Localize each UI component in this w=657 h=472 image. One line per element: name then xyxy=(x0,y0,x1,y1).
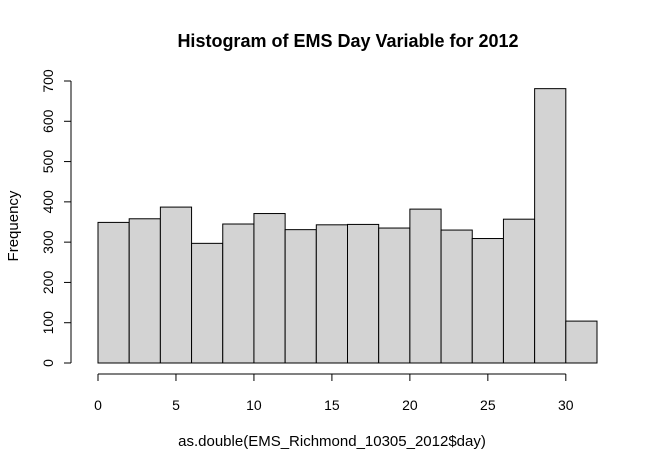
y-axis-ticks: 0 100 200 300 400 500 600 700 xyxy=(40,69,71,367)
x-axis-ticks: 0 5 10 15 20 25 30 xyxy=(94,374,574,413)
x-tick-label: 30 xyxy=(558,397,574,413)
histogram-bar xyxy=(440,229,473,364)
y-axis-label: Frequency xyxy=(5,190,22,261)
y-tick-label: 700 xyxy=(40,69,56,93)
y-tick-label: 300 xyxy=(40,230,56,254)
x-tick-label: 0 xyxy=(94,397,102,413)
histogram-bar xyxy=(378,227,411,364)
histogram-bar xyxy=(502,218,536,364)
histogram-bar xyxy=(409,208,442,364)
histogram-bar xyxy=(315,224,348,364)
y-tick-label: 0 xyxy=(40,359,56,367)
y-axis: 0 100 200 300 400 500 600 700 xyxy=(40,69,72,367)
y-tick-label: 600 xyxy=(40,109,56,133)
x-tick-label: 10 xyxy=(246,397,262,413)
histogram-bar xyxy=(97,221,130,364)
x-axis-label: as.double(EMS_Richmond_10305_2012$day) xyxy=(178,433,486,450)
histogram-bar xyxy=(222,223,255,364)
histogram-bar xyxy=(284,229,317,364)
x-tick-label: 5 xyxy=(172,397,180,413)
x-tick-label: 15 xyxy=(324,397,340,413)
histogram-bar xyxy=(159,206,193,364)
histogram-bars xyxy=(97,88,598,364)
y-tick-label: 500 xyxy=(40,150,56,174)
x-tick-label: 20 xyxy=(402,397,418,413)
y-tick-label: 200 xyxy=(40,271,56,295)
chart-title: Histogram of EMS Day Variable for 2012 xyxy=(177,31,518,51)
histogram-bar xyxy=(128,218,161,364)
histogram-bar xyxy=(253,213,286,364)
histogram-bar xyxy=(191,242,224,364)
x-axis: 0 5 10 15 20 25 30 xyxy=(94,373,574,413)
histogram-bar xyxy=(534,88,567,364)
y-tick-label: 400 xyxy=(40,190,56,214)
histogram-bar xyxy=(565,320,598,364)
histogram-bar xyxy=(347,223,380,364)
y-tick-label: 100 xyxy=(40,311,56,335)
histogram-bar xyxy=(471,238,504,364)
x-tick-label: 25 xyxy=(480,397,496,413)
